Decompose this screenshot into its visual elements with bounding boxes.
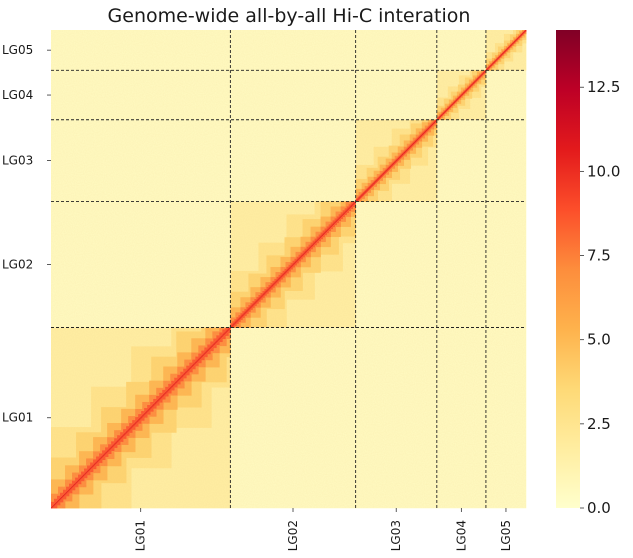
heatmap-plot xyxy=(51,30,527,509)
chart-title: Genome-wide all-by-all Hi-C interation xyxy=(108,5,471,27)
y-tick-label-lg02: LG02 xyxy=(2,257,33,271)
y-axis-labels: LG01 LG02 LG03 LG04 LG05 xyxy=(2,43,51,425)
y-tick-label-lg01: LG01 xyxy=(2,411,33,425)
colorbar-tick-label: 10.0 xyxy=(587,162,620,180)
x-tick-label-lg03: LG03 xyxy=(389,520,403,551)
colorbar-ticks: 0.0 2.5 5.0 7.5 10.0 12.5 xyxy=(580,78,620,517)
colorbar-tick-label: 2.5 xyxy=(587,415,611,433)
y-tick-label-lg05: LG05 xyxy=(2,43,33,57)
x-tick-label-lg01: LG01 xyxy=(134,520,148,551)
colorbar-bar xyxy=(556,30,580,508)
colorbar-tick-label: 0.0 xyxy=(587,499,611,517)
x-axis-labels: LG01 LG02 LG03 LG04 LG05 xyxy=(134,508,513,551)
colorbar-tick-label: 7.5 xyxy=(587,247,611,265)
colorbar: 0.0 2.5 5.0 7.5 10.0 12.5 xyxy=(556,30,620,517)
y-tick-label-lg04: LG04 xyxy=(2,88,33,102)
x-tick-label-lg05: LG05 xyxy=(499,520,513,551)
colorbar-tick-label: 12.5 xyxy=(587,78,620,96)
x-tick-label-lg04: LG04 xyxy=(454,520,468,551)
y-tick-label-lg03: LG03 xyxy=(2,154,33,168)
heatmap-noise-texture xyxy=(51,30,526,508)
group-boundary-lines xyxy=(51,30,526,508)
colorbar-tick-label: 5.0 xyxy=(587,331,611,349)
x-tick-label-lg02: LG02 xyxy=(286,520,300,551)
